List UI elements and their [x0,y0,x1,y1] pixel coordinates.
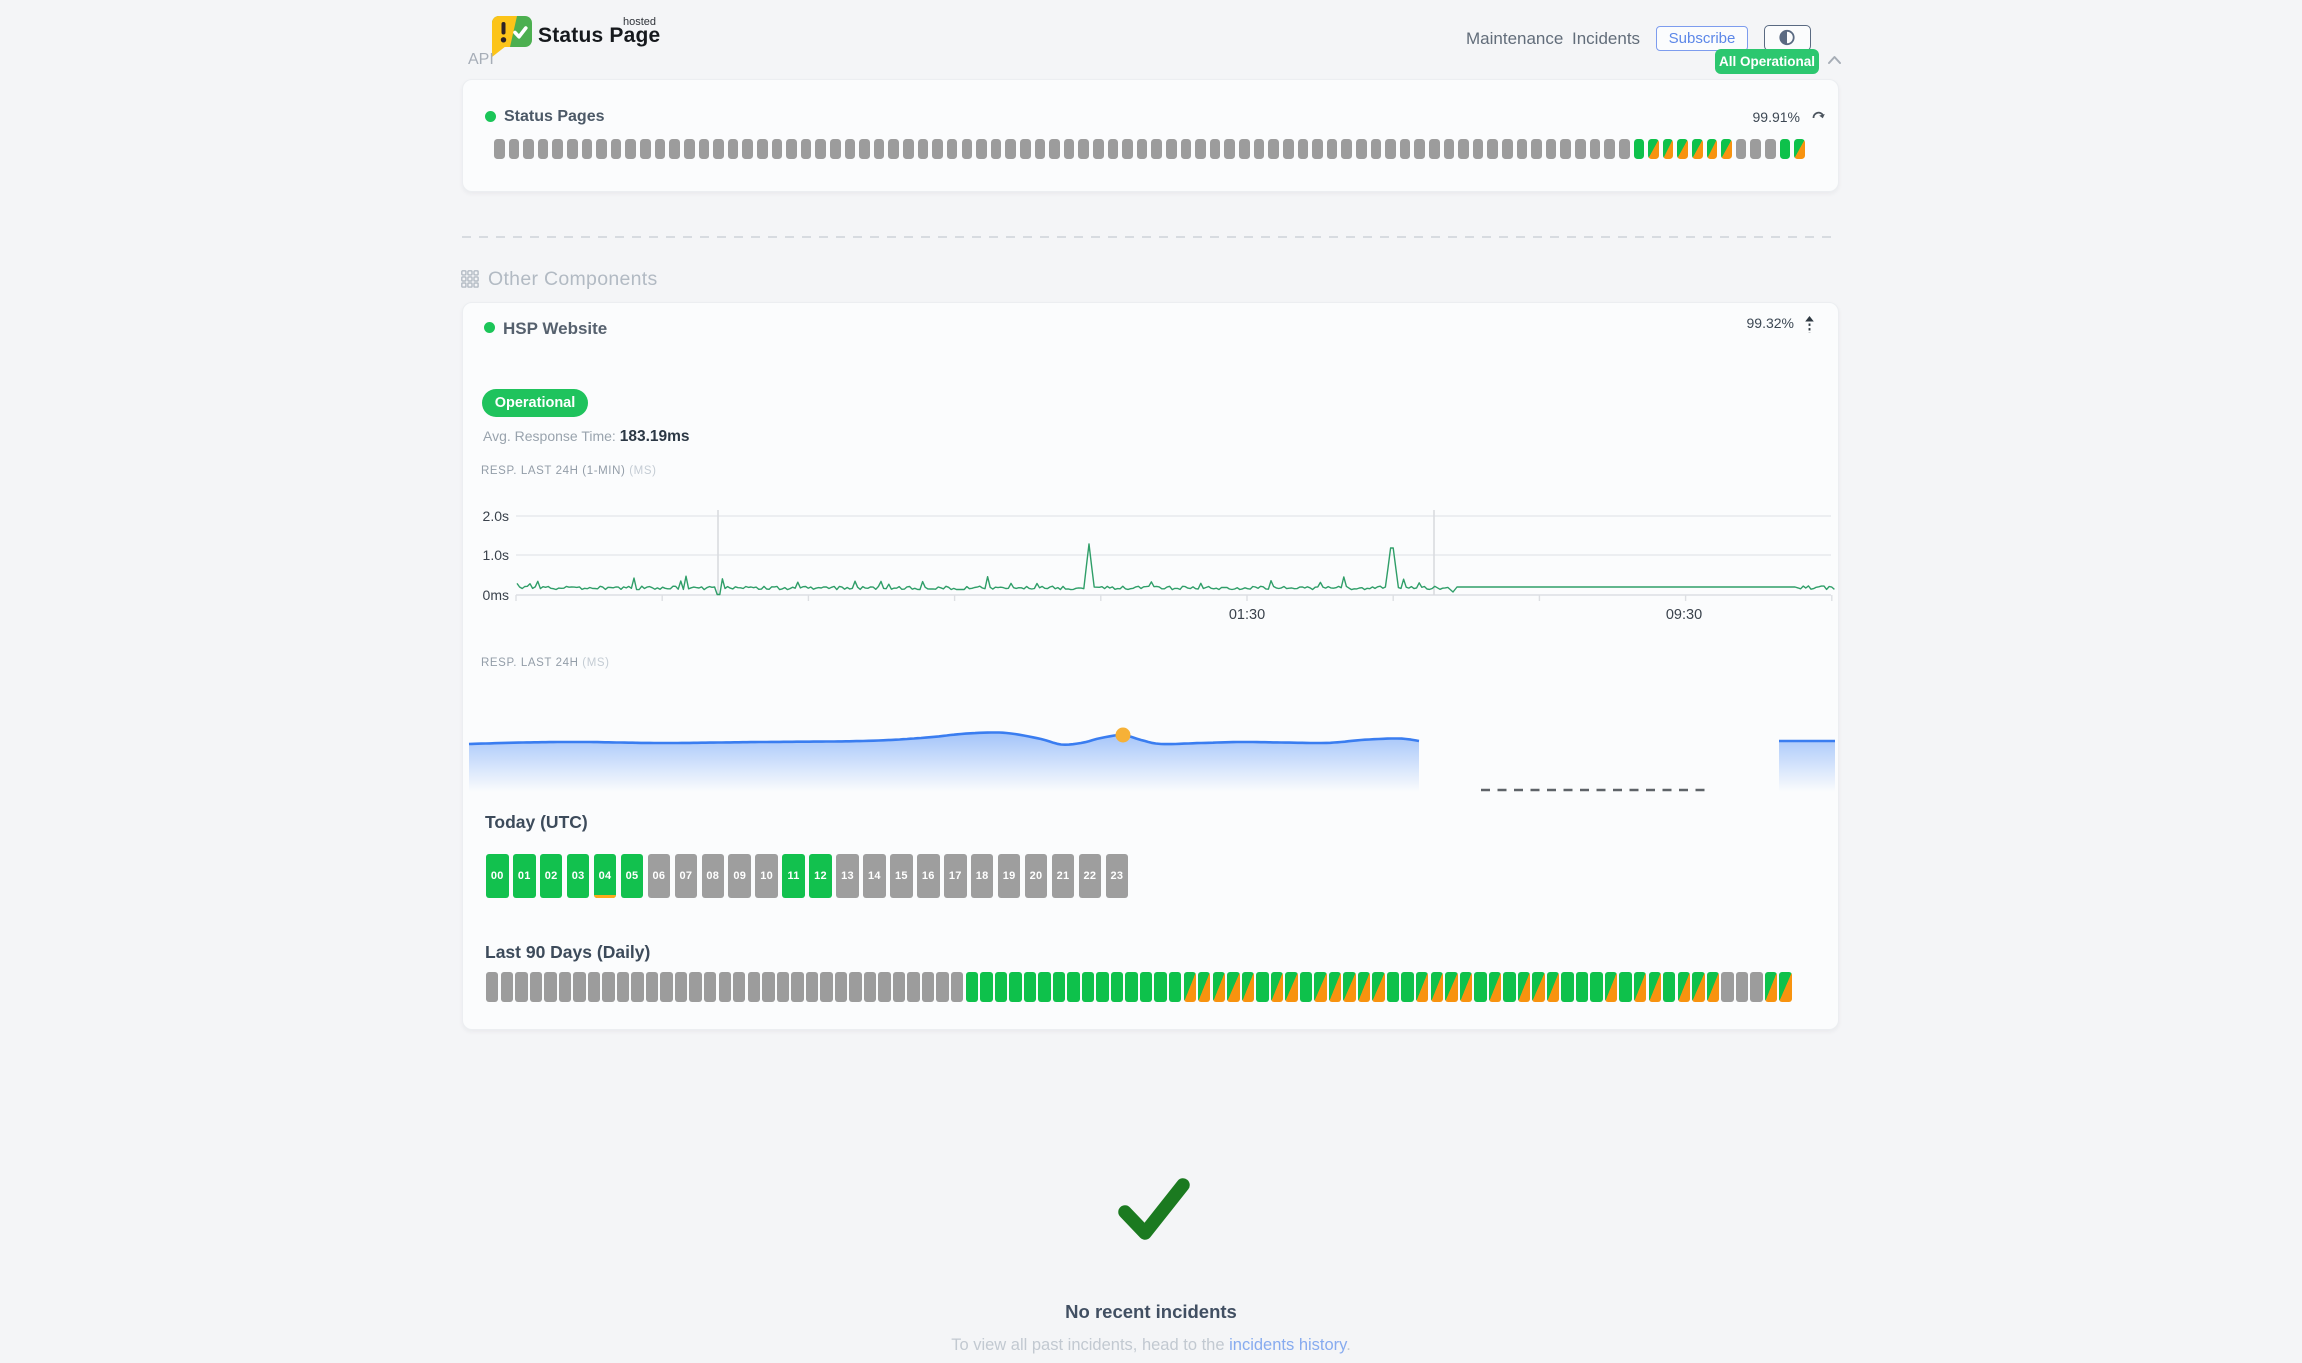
svg-text:0ms: 0ms [483,587,509,603]
svg-text:09:30: 09:30 [1666,607,1702,623]
svg-text:01:30: 01:30 [1229,607,1265,623]
svg-text:2.0s: 2.0s [483,508,509,524]
svg-text:1.0s: 1.0s [483,547,509,563]
